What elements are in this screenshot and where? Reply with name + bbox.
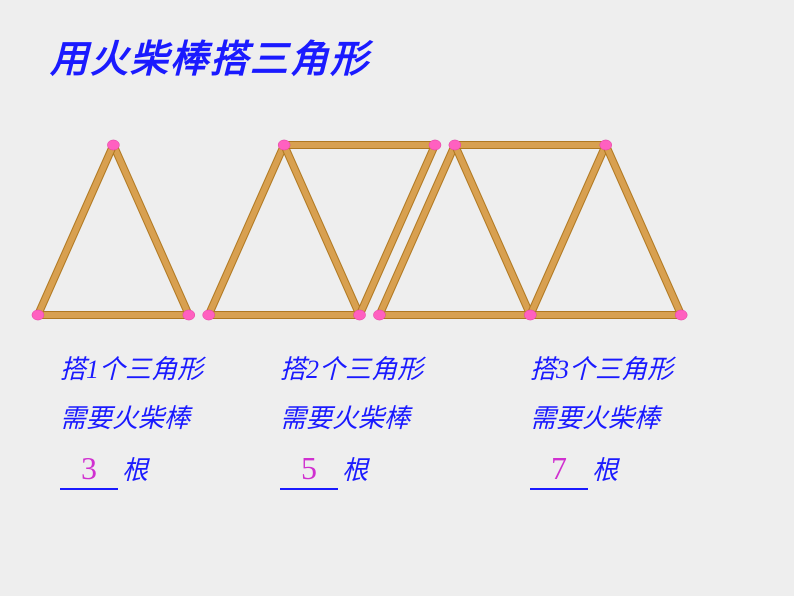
caption-2-unit: 根 (342, 450, 368, 487)
caption-1: 搭1个三角形 需要火柴棒 3 根 (50, 345, 213, 490)
caption-3-line1: 搭3个三角形 (530, 345, 673, 394)
caption-3-line2: 需要火柴棒 (530, 394, 673, 443)
caption-3-answer: 7 (530, 451, 588, 490)
caption-2-line1: 搭2个三角形 (280, 345, 423, 394)
caption-3-answer-line: 7 根 (530, 450, 673, 490)
caption-1-answer-line: 3 根 (60, 450, 203, 490)
figures-container (30, 130, 770, 330)
page-title: 用火柴棒搭三角形 (50, 28, 370, 83)
caption-2: 搭2个三角形 需要火柴棒 5 根 (270, 345, 433, 490)
caption-2-answer-line: 5 根 (280, 450, 423, 490)
caption-1-answer: 3 (60, 451, 118, 490)
caption-3: 搭3个三角形 需要火柴棒 7 根 (520, 345, 683, 490)
caption-1-line2: 需要火柴棒 (60, 394, 203, 443)
caption-2-answer: 5 (280, 451, 338, 490)
caption-1-line1: 搭1个三角形 (60, 345, 203, 394)
caption-2-line2: 需要火柴棒 (280, 394, 423, 443)
caption-1-unit: 根 (122, 450, 148, 487)
matchstick-diagram (30, 130, 770, 330)
caption-3-unit: 根 (592, 450, 618, 487)
